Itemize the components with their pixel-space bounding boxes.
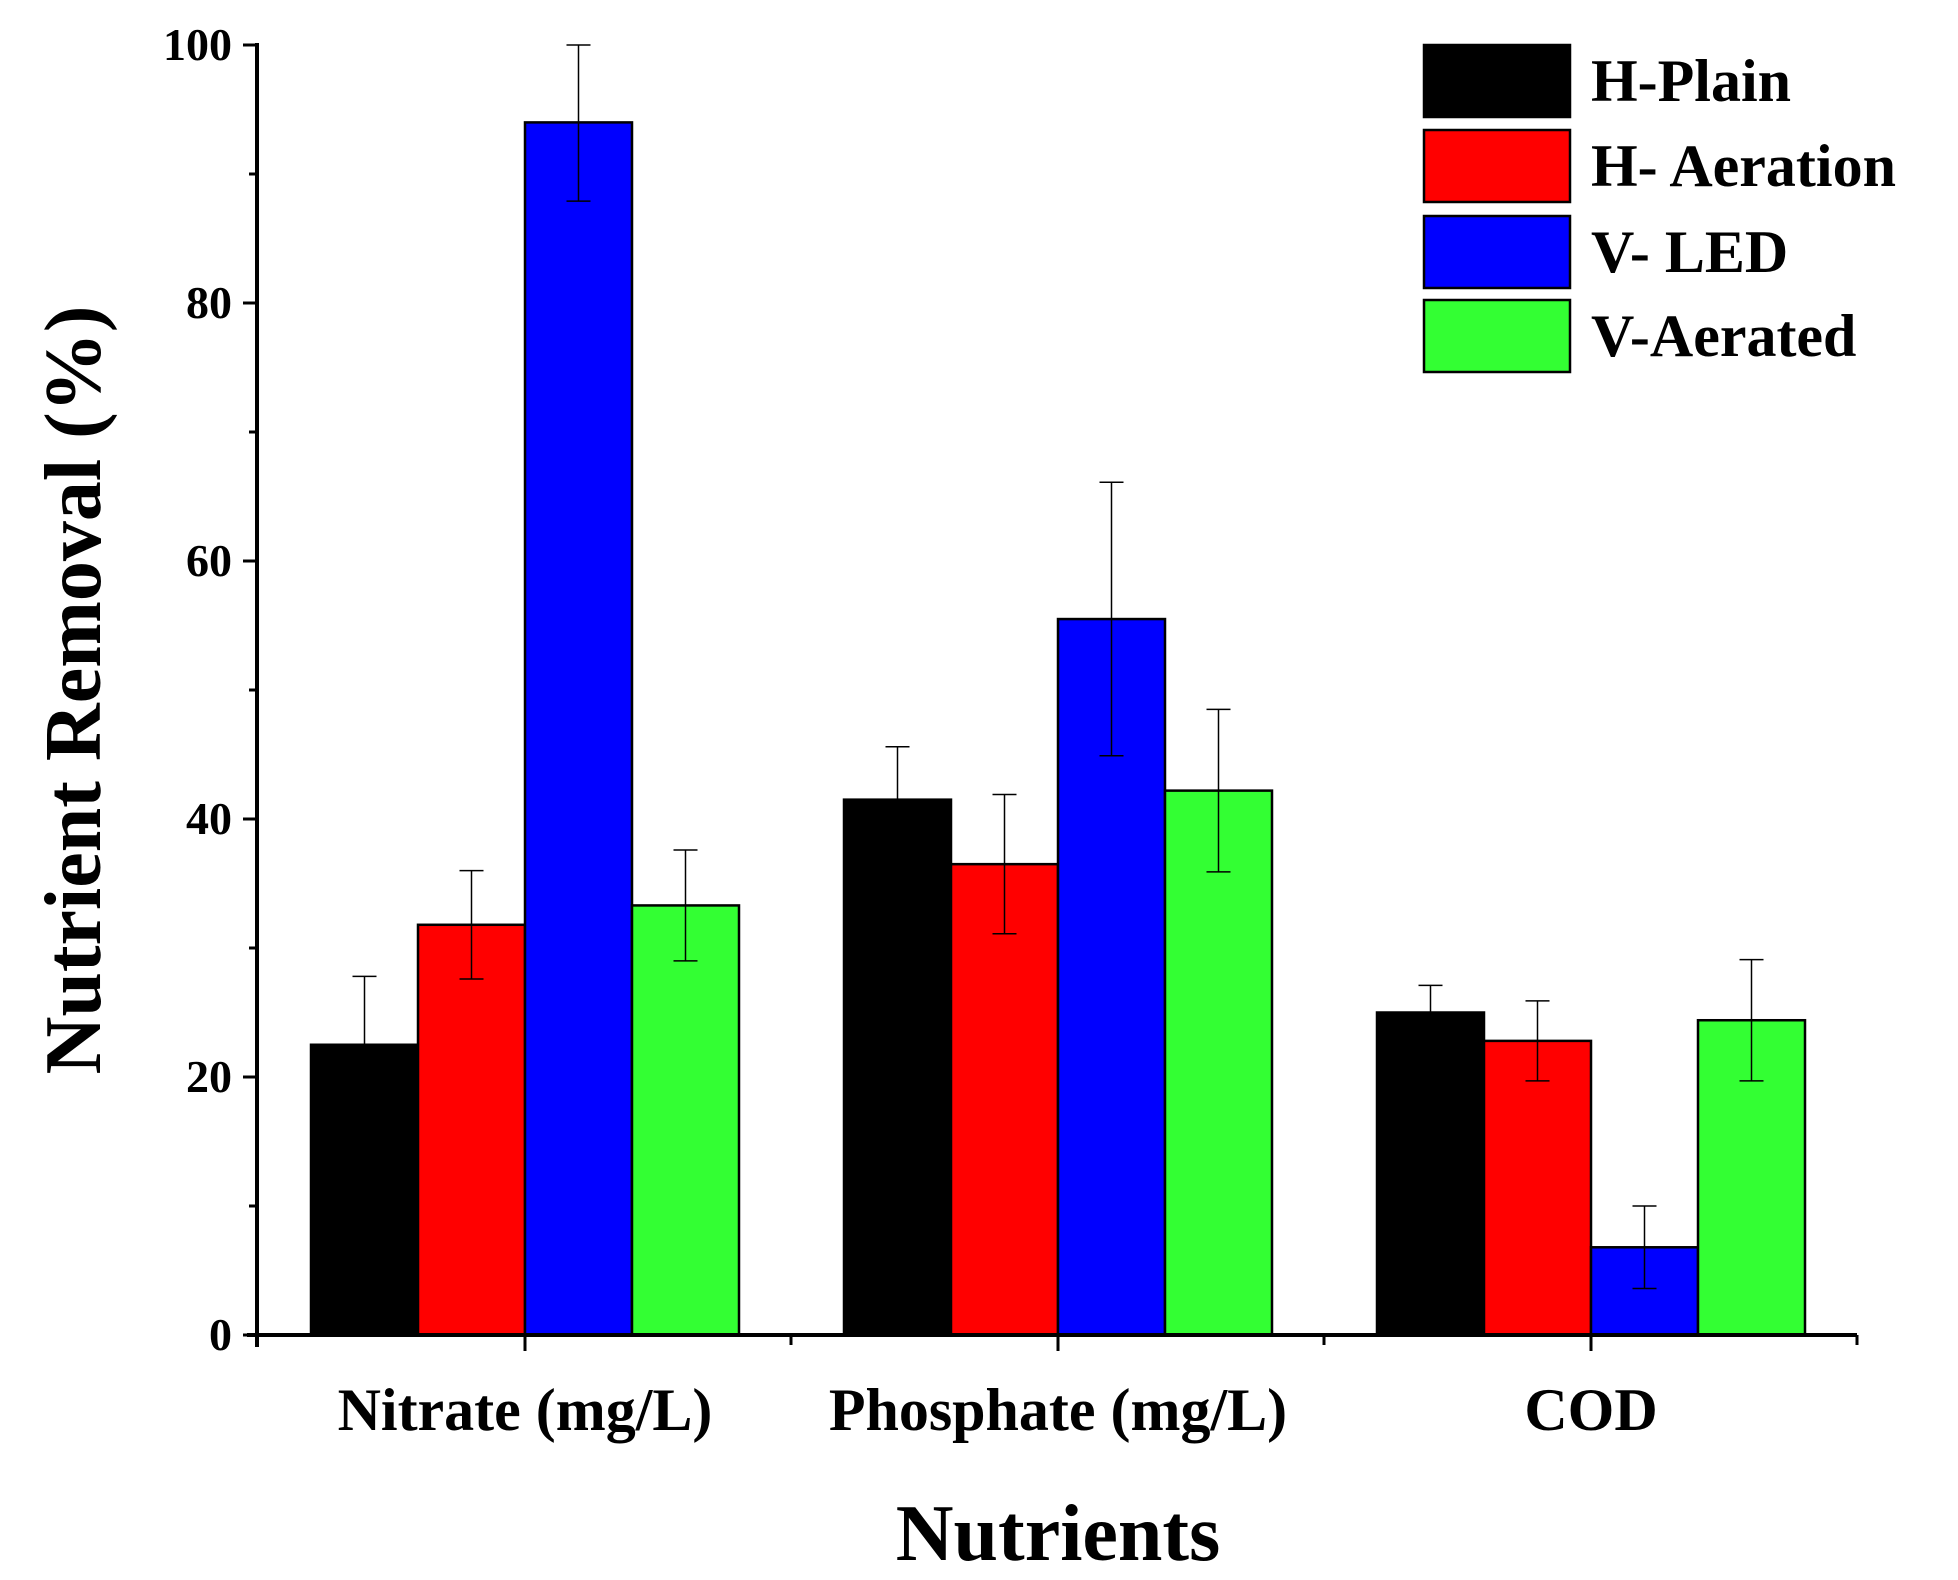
legend-label: V- LED (1591, 219, 1788, 285)
error-bars (352, 44, 1764, 1290)
y-tick-label: 20 (186, 1051, 232, 1102)
legend-swatch (1422, 128, 1572, 204)
x-tick-label: Phosphate (mg/L) (829, 1377, 1287, 1443)
bar (1163, 789, 1274, 1337)
legend-label: H-Plain (1591, 48, 1791, 114)
bar (842, 798, 953, 1337)
bar (416, 923, 527, 1337)
y-axis-title: Nutrient Removal (%) (30, 306, 118, 1075)
legend-swatch (1422, 298, 1572, 374)
y-tick-label: 60 (186, 535, 232, 586)
x-tick-label: COD (1524, 1377, 1657, 1443)
y-tick-label: 100 (163, 19, 232, 70)
bar (523, 121, 634, 1337)
x-axis-title: Nutrients (896, 1490, 1220, 1578)
legend-swatch (1422, 214, 1572, 290)
y-tick-label: 0 (209, 1309, 232, 1360)
bar (949, 862, 1060, 1337)
legend-swatch (1422, 43, 1572, 119)
legend-label: H- Aeration (1591, 133, 1896, 199)
bar (630, 904, 741, 1337)
y-tick-label: 80 (186, 277, 232, 328)
legend: H-Plain H- Aeration V- LED V-Aerated (1422, 43, 1896, 374)
x-tick-label: Nitrate (mg/L) (338, 1377, 713, 1443)
legend-label: V-Aerated (1591, 303, 1856, 369)
axes: 0 20 40 60 80 100 Nitrate (mg/L) Phosphate (mg/… (163, 19, 1859, 1443)
bar (1375, 1011, 1486, 1337)
bars (309, 121, 1807, 1337)
bar (1482, 1039, 1593, 1337)
y-tick-label: 40 (186, 793, 232, 844)
